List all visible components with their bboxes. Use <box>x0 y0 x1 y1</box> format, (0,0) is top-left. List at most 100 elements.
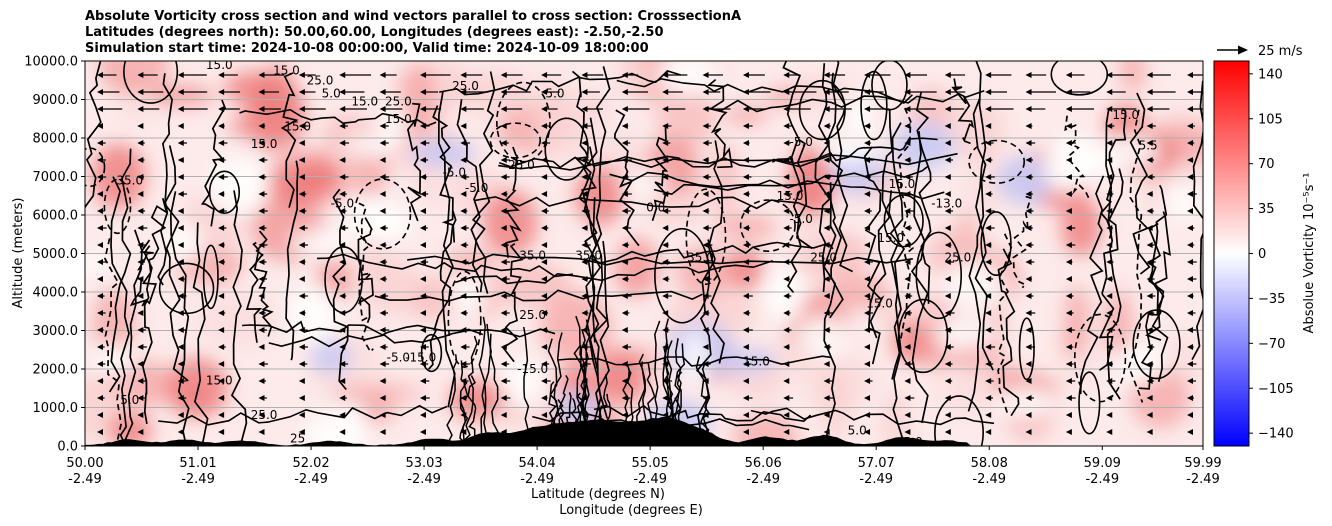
wind-vector <box>662 208 671 214</box>
wind-vector <box>177 293 187 299</box>
wind-vector-head <box>460 174 467 180</box>
wind-vector <box>823 191 830 197</box>
quiver-key: 25 m/s <box>1217 44 1303 59</box>
wind-vector-head <box>944 310 951 316</box>
wind-vector-head <box>500 208 507 214</box>
wind-vector <box>1065 72 1085 78</box>
wind-vector <box>1025 327 1033 333</box>
wind-vector-head <box>137 242 144 248</box>
wind-vector-head <box>460 89 467 95</box>
wind-vector-head <box>541 395 548 401</box>
wind-vector-head <box>823 412 830 418</box>
wind-vector <box>541 327 548 333</box>
wind-vector <box>1065 395 1076 401</box>
wind-vector <box>97 123 104 129</box>
wind-vector-head <box>581 259 588 265</box>
wind-vector-head <box>1187 123 1193 129</box>
wind-vector-head <box>1146 89 1153 95</box>
wind-vector-head <box>864 123 871 129</box>
contour-line <box>85 61 102 209</box>
wind-vector <box>1106 361 1114 367</box>
wind-vector-head <box>1065 293 1072 299</box>
wind-vector-head <box>904 293 911 299</box>
wind-vector-head <box>339 89 346 95</box>
wind-vector-head <box>419 123 426 129</box>
wind-vector-head <box>1187 72 1193 78</box>
wind-vector-head <box>218 106 225 112</box>
wind-vector <box>137 106 160 112</box>
vorticity-patch-neutral <box>343 134 397 157</box>
wind-vector-head <box>541 361 548 367</box>
wind-vector <box>944 208 954 214</box>
contour-label: 25.0 <box>508 158 535 172</box>
wind-vector <box>823 412 830 418</box>
wind-vector-head <box>1065 106 1072 112</box>
wind-vector-head <box>702 123 709 129</box>
wind-vector <box>97 242 104 248</box>
wind-vector <box>419 327 426 333</box>
wind-vector-head <box>944 429 951 435</box>
wind-vector <box>258 361 268 367</box>
wind-vector <box>621 72 639 78</box>
wind-vector <box>97 327 104 333</box>
vorticity-patch-negative <box>996 155 1054 206</box>
wind-vector-head <box>1187 174 1193 180</box>
wind-vector-head <box>702 293 709 299</box>
wind-vector-head <box>1025 191 1032 197</box>
wind-vector <box>864 378 873 384</box>
contour-line <box>104 238 122 446</box>
wind-vector-head <box>581 174 588 180</box>
wind-vector <box>864 157 874 163</box>
wind-vector <box>177 327 187 333</box>
x-tick-label-longitude: -2.49 <box>1085 472 1119 487</box>
wind-vector <box>137 259 145 265</box>
wind-vector <box>1146 344 1155 350</box>
wind-vector <box>298 378 305 384</box>
wind-vector-head <box>298 429 305 435</box>
contour-line <box>1012 195 1032 289</box>
wind-vector <box>177 276 187 282</box>
wind-vector-head <box>460 106 467 112</box>
wind-vector-head <box>1025 429 1032 435</box>
contour-loop <box>968 139 1026 184</box>
wind-vector <box>1065 106 1095 112</box>
wind-vector-head <box>1106 140 1113 146</box>
wind-vector-head <box>904 361 911 367</box>
wind-vector <box>783 89 817 95</box>
wind-vector-head <box>1187 140 1193 146</box>
wind-vector <box>339 259 346 265</box>
wind-vector-head <box>581 412 588 418</box>
wind-vector-head <box>985 208 992 214</box>
wind-vector-head <box>944 361 951 367</box>
contour-label: 25.0 <box>385 94 412 108</box>
wind-vector <box>783 242 792 248</box>
wind-vector-head <box>621 310 628 316</box>
wind-vector <box>500 106 523 112</box>
wind-vector-head <box>1146 395 1153 401</box>
wind-vector-head <box>1146 123 1153 129</box>
wind-vector <box>379 140 389 146</box>
wind-vector-head <box>177 327 184 333</box>
wind-vector-head <box>742 344 749 350</box>
wind-vector <box>904 140 911 146</box>
wind-vector-head <box>662 378 669 384</box>
wind-vector <box>1025 276 1033 282</box>
contour-line <box>814 63 831 293</box>
wind-vector-head <box>1025 412 1032 418</box>
wind-vector <box>97 429 103 435</box>
wind-vector-head <box>1065 157 1072 163</box>
wind-vector-head <box>1065 174 1072 180</box>
wind-vector-head <box>137 123 144 129</box>
wind-vector <box>379 123 389 129</box>
wind-vector-head <box>419 378 426 384</box>
wind-vector-head <box>419 140 426 146</box>
wind-vector <box>944 174 951 180</box>
wind-vector <box>985 89 1008 95</box>
wind-vector-head <box>985 174 992 180</box>
wind-vector-head <box>581 106 588 112</box>
vorticity-patch-neutral <box>85 252 109 275</box>
wind-vector-head <box>258 395 265 401</box>
contour-line <box>889 122 906 380</box>
wind-vector <box>1025 140 1036 146</box>
wind-vector-head <box>904 310 911 316</box>
